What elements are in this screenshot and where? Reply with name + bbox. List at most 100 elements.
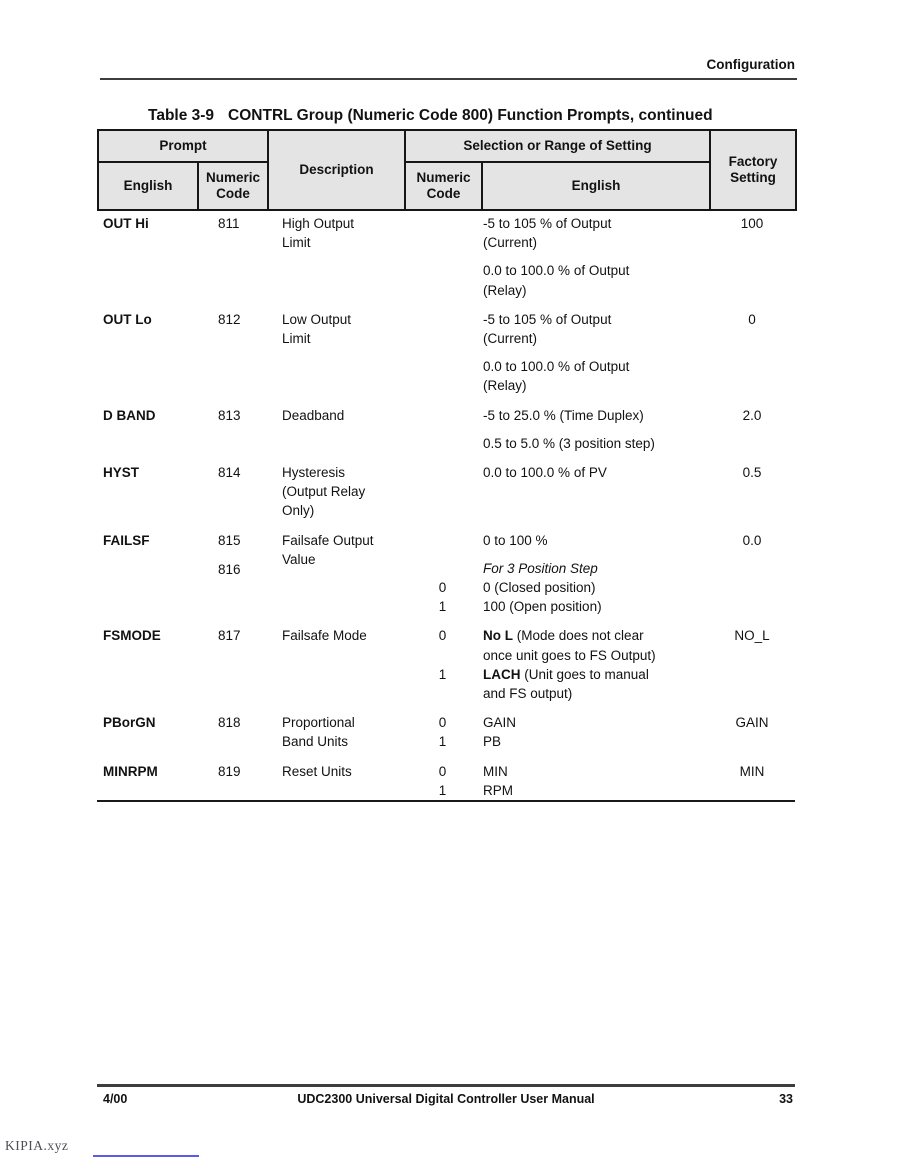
- selection-block: -5 to 105 % of Output (Current): [404, 310, 709, 348]
- description-line: Value: [282, 551, 316, 567]
- table-row: MINRPM 819 Reset Units 0 MIN 1 RPM MIN: [97, 762, 795, 800]
- numeric-code-cell: 819: [197, 762, 267, 800]
- text-segment: For 3 Position Step: [483, 560, 598, 576]
- selection-code: 1: [438, 666, 447, 682]
- selection-text: PB: [481, 732, 709, 751]
- description-line: (Output Relay: [282, 484, 366, 500]
- selection-line: For 3 Position Step: [483, 559, 709, 578]
- numeric-code-cell: 811: [197, 214, 267, 300]
- footer-date: 4/00: [103, 1092, 128, 1106]
- selection-code: [404, 214, 481, 252]
- selection-code: 1: [438, 782, 447, 798]
- selection-cell: -5 to 25.0 % (Time Duplex) 0.5 to 5.0 % (…: [404, 406, 709, 453]
- numeric-code-value: 811: [218, 216, 240, 231]
- table-row: PBorGN 818 Proportional Band Units 0 GAIN 1 PB G…: [97, 713, 795, 751]
- footer-manual-title: UDC2300 Universal Digital Controller Use…: [297, 1092, 595, 1106]
- factory-setting-cell: NO_L: [734, 628, 770, 644]
- selection-code: [404, 406, 481, 425]
- col-header-description: Description: [267, 129, 406, 211]
- col-header-english: English: [97, 161, 199, 211]
- numeric-code-value: 814: [218, 465, 241, 481]
- table-row: OUT Hi 811 High Output Limit -5 to 105 % of …: [97, 214, 795, 300]
- description-line: Deadband: [282, 407, 345, 423]
- col-header-prompt: Prompt: [97, 129, 269, 163]
- factory-setting-cell: MIN: [739, 763, 765, 779]
- text-segment: and FS output): [483, 686, 573, 702]
- numeric-code-cell: 812: [197, 310, 267, 396]
- watermark-link-underline[interactable]: [93, 1155, 199, 1157]
- text-segment: 0 (Closed position): [483, 580, 596, 596]
- selection-code: [404, 463, 481, 482]
- selection-cell: 0 No L (Mode does not clear once unit goes…: [404, 626, 709, 703]
- numeric-code-value: 812: [218, 311, 241, 327]
- description-cell: Low Output Limit: [267, 310, 404, 396]
- table-row: FSMODE 817 Failsafe Mode 0 No L (Mode does n…: [97, 626, 795, 703]
- selection-text: 0 (Closed position): [481, 578, 709, 597]
- text-segment: (Mode does not clear: [513, 628, 644, 644]
- text-segment: (Relay): [483, 282, 527, 298]
- description-line: Low Output: [282, 311, 352, 327]
- selection-code: 1: [438, 734, 447, 750]
- description-cell: Reset Units: [267, 762, 404, 800]
- col-header-factory: Factory Setting: [709, 129, 797, 211]
- selection-text: 0.0 to 100.0 % of Output (Relay): [481, 357, 709, 395]
- selection-block: 0 0 (Closed position): [404, 578, 709, 597]
- selection-text: 0.5 to 5.0 % (3 position step): [481, 434, 709, 453]
- selection-line: 0.0 to 100.0 % of PV: [483, 463, 709, 482]
- description-cell: High Output Limit: [267, 214, 404, 300]
- selection-block: 1 RPM: [404, 781, 709, 800]
- header-rule: [100, 78, 797, 80]
- prompt-cell: MINRPM: [103, 763, 158, 779]
- description-line: Limit: [282, 235, 311, 251]
- text-segment: 0.5 to 5.0 % (3 position step): [483, 435, 655, 451]
- numeric-code-cell: 813: [197, 406, 267, 453]
- col-header-sel-numeric-code: Numeric Code: [404, 161, 483, 211]
- selection-text: 0.0 to 100.0 % of Output (Relay): [481, 261, 709, 299]
- selection-line: MIN: [483, 762, 709, 781]
- description-line: High Output: [282, 216, 355, 231]
- table-title: Table 3-9 CONTRL Group (Numeric Code 800)…: [148, 107, 713, 125]
- selection-code: [404, 531, 481, 550]
- selection-cell: 0.0 to 100.0 % of PV: [404, 463, 709, 521]
- numeric-code-value: 816: [218, 561, 241, 577]
- table-row: D BAND 813 Deadband -5 to 25.0 % (Time Dupl…: [97, 406, 795, 453]
- prompt-cell: OUT Lo: [103, 311, 152, 327]
- watermark-text: KIPIA.xyz: [5, 1138, 69, 1153]
- text-segment: 0.0 to 100.0 % of Output: [483, 263, 630, 279]
- selection-text: 0.0 to 100.0 % of PV: [481, 463, 709, 482]
- selection-line: 0.5 to 5.0 % (3 position step): [483, 434, 709, 453]
- selection-line: (Relay): [483, 281, 709, 300]
- text-segment: RPM: [483, 782, 513, 798]
- numeric-code-value: 818: [218, 715, 241, 731]
- text-segment: once unit goes to FS Output): [483, 647, 656, 663]
- selection-code: [404, 261, 481, 299]
- numeric-code-value: 819: [218, 763, 241, 779]
- text-segment: PB: [483, 734, 502, 750]
- prompt-cell: OUT Hi: [103, 216, 149, 231]
- selection-line: (Relay): [483, 376, 709, 395]
- selection-block: 0 No L (Mode does not clear once unit goes…: [404, 626, 709, 664]
- selection-block: 1 LACH (Unit goes to manual and FS output): [404, 665, 709, 703]
- selection-line: No L (Mode does not clear: [483, 626, 709, 645]
- text-segment: MIN: [483, 763, 508, 779]
- selection-code: [404, 357, 481, 395]
- description-cell: Proportional Band Units: [267, 713, 404, 751]
- selection-text: -5 to 25.0 % (Time Duplex): [481, 406, 709, 425]
- table-bottom-rule: [97, 800, 795, 802]
- selection-text: MIN: [481, 762, 709, 781]
- selection-line: -5 to 25.0 % (Time Duplex): [483, 406, 709, 425]
- numeric-code-cell: 817: [197, 626, 267, 703]
- selection-code: 1: [438, 599, 447, 615]
- selection-cell: 0 MIN 1 RPM: [404, 762, 709, 800]
- description-cell: Deadband: [267, 406, 404, 453]
- selection-text: -5 to 105 % of Output (Current): [481, 214, 709, 252]
- selection-text: LACH (Unit goes to manual and FS output): [481, 665, 709, 703]
- selection-text: No L (Mode does not clear once unit goes …: [481, 626, 709, 664]
- selection-code: 0: [438, 580, 447, 596]
- numeric-code-cell: 815 816: [197, 531, 267, 617]
- table-body: OUT Hi 811 High Output Limit -5 to 105 % of …: [97, 214, 795, 800]
- text-segment: 0.0 to 100.0 % of Output: [483, 359, 630, 375]
- selection-block: 0 to 100 %: [404, 531, 709, 550]
- footer-rule: [97, 1084, 795, 1087]
